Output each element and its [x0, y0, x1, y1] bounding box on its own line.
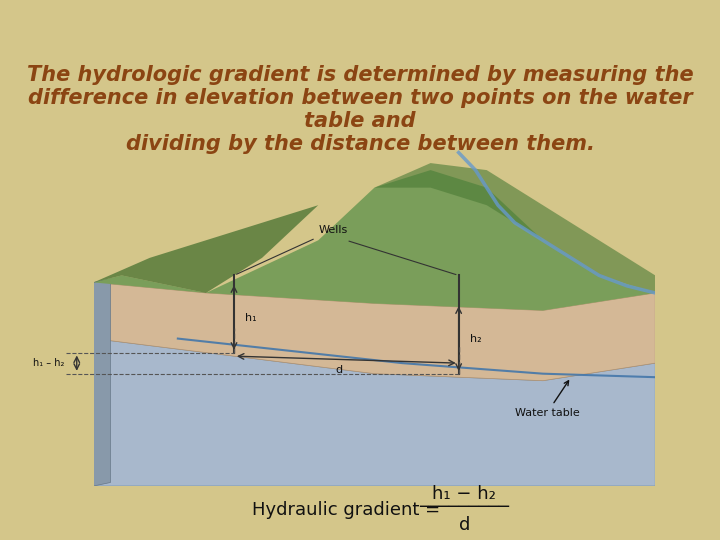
Polygon shape: [374, 163, 655, 293]
Text: h₁ – h₂: h₁ – h₂: [33, 358, 64, 368]
Polygon shape: [94, 170, 655, 310]
Text: h₁ − h₂: h₁ − h₂: [433, 485, 496, 503]
Text: ─────────: ─────────: [419, 497, 510, 516]
Text: The hydrologic gradient is determined by measuring the
difference in elevation b: The hydrologic gradient is determined by…: [27, 65, 693, 154]
Polygon shape: [94, 279, 110, 486]
Polygon shape: [94, 205, 318, 293]
Text: Hydraulic gradient =: Hydraulic gradient =: [252, 501, 446, 519]
Text: d: d: [459, 516, 470, 534]
Text: h₂: h₂: [470, 334, 482, 343]
Text: Wells: Wells: [237, 225, 348, 274]
Text: h₁: h₁: [246, 313, 257, 322]
Polygon shape: [94, 339, 655, 486]
Polygon shape: [94, 282, 655, 381]
Text: d: d: [335, 365, 342, 375]
Text: Water table: Water table: [515, 381, 580, 418]
